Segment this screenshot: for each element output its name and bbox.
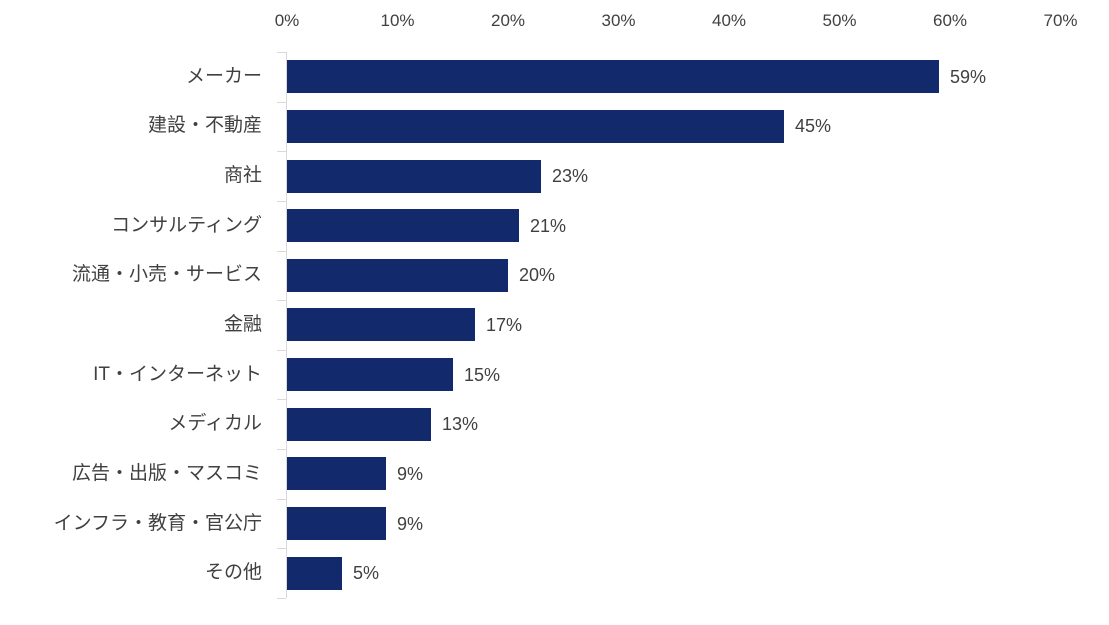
bar bbox=[287, 507, 386, 540]
value-label: 9% bbox=[397, 514, 424, 534]
category-axis-tick bbox=[277, 52, 286, 53]
category-axis-tick bbox=[277, 300, 286, 301]
value-label: 23% bbox=[552, 166, 589, 186]
bar bbox=[287, 457, 386, 490]
value-label: 45% bbox=[795, 116, 832, 136]
category-axis-tick bbox=[277, 350, 286, 351]
category-label: メディカル bbox=[168, 413, 262, 434]
category-axis-tick bbox=[277, 499, 286, 500]
x-axis-tick-label: 50% bbox=[822, 11, 857, 30]
category-label: その他 bbox=[204, 562, 262, 583]
value-label: 17% bbox=[486, 315, 523, 335]
bar bbox=[287, 308, 475, 341]
x-axis-tick-label: 30% bbox=[601, 11, 636, 30]
bar bbox=[287, 358, 453, 391]
bar bbox=[287, 209, 519, 242]
category-label: 建設・不動産 bbox=[147, 115, 262, 136]
category-label: インフラ・教育・官公庁 bbox=[53, 513, 262, 534]
bar bbox=[287, 259, 508, 292]
category-axis-tick bbox=[277, 251, 286, 252]
x-axis-tick-label: 20% bbox=[490, 11, 526, 30]
category-axis-line bbox=[286, 52, 287, 598]
category-label: メーカー bbox=[185, 66, 262, 87]
category-axis-tick bbox=[277, 151, 286, 152]
bar bbox=[287, 110, 784, 143]
category-axis-tick bbox=[277, 548, 286, 549]
value-label: 13% bbox=[442, 414, 479, 434]
category-axis-tick bbox=[277, 102, 286, 103]
category-label: コンサルティング bbox=[111, 215, 262, 236]
category-label: 流通・小売・サービス bbox=[71, 264, 262, 285]
value-label: 59% bbox=[950, 67, 987, 87]
bar bbox=[287, 160, 541, 193]
bar bbox=[287, 408, 431, 441]
value-label: 21% bbox=[530, 216, 567, 236]
category-label: 広告・出版・マスコミ bbox=[71, 463, 262, 484]
x-axis-tick-label: 40% bbox=[711, 11, 747, 30]
category-axis-tick bbox=[277, 449, 286, 450]
category-axis-tick bbox=[277, 399, 286, 400]
value-label: 5% bbox=[353, 563, 380, 583]
category-label: 商社 bbox=[223, 165, 262, 186]
value-label: 15% bbox=[464, 365, 501, 385]
x-axis-tick-label: 0% bbox=[274, 11, 300, 30]
category-axis-tick bbox=[277, 201, 286, 202]
bar bbox=[287, 557, 342, 590]
category-label: 金融 bbox=[223, 314, 262, 335]
category-label: IT・インターネット bbox=[93, 364, 262, 385]
x-axis-tick-label: 70% bbox=[1043, 11, 1078, 30]
x-axis-tick-label: 10% bbox=[380, 11, 415, 30]
category-axis-tick bbox=[277, 598, 286, 599]
bar bbox=[287, 60, 939, 93]
value-label: 9% bbox=[397, 464, 424, 484]
x-axis-tick-label: 60% bbox=[932, 11, 968, 30]
value-label: 20% bbox=[519, 265, 556, 285]
